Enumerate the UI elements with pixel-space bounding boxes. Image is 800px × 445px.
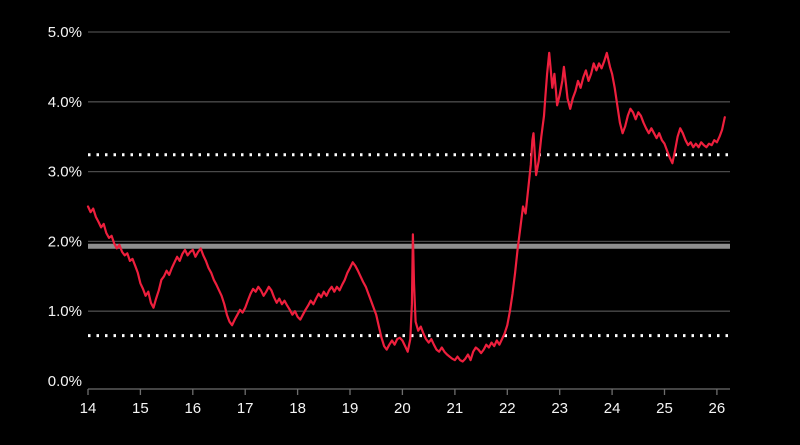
x-tick-label: 23	[551, 400, 568, 417]
x-tick-label: 14	[80, 400, 97, 417]
x-tick-label: 22	[499, 400, 516, 417]
x-tick-label: 24	[604, 400, 621, 417]
y-tick-label: 5.0%	[48, 24, 82, 41]
y-tick-label: 2.0%	[48, 233, 82, 250]
x-tick-label: 16	[184, 400, 201, 417]
y-tick-label: 3.0%	[48, 164, 82, 181]
y-tick-label: 4.0%	[48, 94, 82, 111]
x-tick-label: 18	[289, 400, 306, 417]
series-line	[86, 51, 726, 363]
x-tick-label: 26	[709, 400, 726, 417]
x-tick-label: 25	[656, 400, 673, 417]
y-tick-label: 1.0%	[48, 303, 82, 320]
x-tick-label: 20	[394, 400, 411, 417]
x-tick-label: 21	[447, 400, 464, 417]
x-tick-label: 15	[132, 400, 149, 417]
y-tick-label: 0.0%	[48, 373, 82, 390]
x-tick-label: 17	[237, 400, 254, 417]
x-tick-label: 19	[342, 400, 359, 417]
